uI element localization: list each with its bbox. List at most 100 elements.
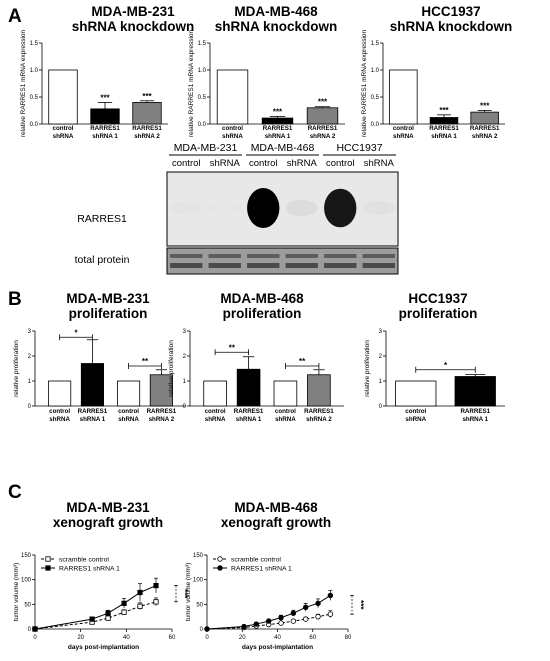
bar: [261, 117, 294, 125]
category-label: shRNA: [405, 416, 426, 423]
significance-label: *: [444, 361, 448, 370]
chart-title-line: MDA-MB-468: [220, 291, 304, 306]
y-tick-label: 1: [28, 379, 32, 385]
x-tick-label: 0: [33, 635, 37, 641]
bar: [470, 111, 499, 125]
blot-band: [362, 200, 395, 216]
chart-title-line: MDA-MB-231: [91, 4, 175, 19]
chart-title-line: proliferation: [223, 306, 302, 321]
y-axis-label: tumor volume (mm³): [185, 563, 192, 622]
blot-strip-rarres1: [166, 171, 399, 247]
bar: [307, 374, 331, 407]
chart-title-line: MDA-MB-231: [66, 291, 150, 306]
data-point: [290, 618, 297, 624]
significance-label: **: [142, 357, 149, 366]
category-label: control: [49, 408, 70, 415]
category-label: control: [53, 125, 74, 132]
panel-label-a: A: [8, 6, 22, 27]
legend-label: scramble control: [231, 556, 281, 563]
blot-total-band: [247, 254, 280, 258]
data-point: [327, 592, 334, 599]
bar: [395, 380, 437, 407]
y-tick-label: 150: [21, 553, 32, 559]
western-blot: MDA-MB-231 MDA-MB-468 HCC1937 control shRNA c…: [75, 142, 399, 275]
category-label: RARRES1: [429, 125, 459, 132]
data-point: [253, 621, 260, 627]
y-tick-label: 0.0: [30, 122, 39, 128]
bar: [306, 107, 339, 125]
category-label: control: [222, 125, 243, 132]
y-tick-label: 0: [379, 404, 383, 410]
category-label: RARRES1: [90, 125, 120, 132]
data-point: [105, 610, 111, 616]
chart-title-line: MDA-MB-468: [234, 4, 318, 19]
data-point: [45, 565, 51, 571]
y-tick-label: 0: [200, 627, 204, 633]
data-point: [121, 600, 127, 606]
blot-lane-label: shRNA: [287, 158, 318, 169]
blot-total-band: [362, 263, 395, 268]
category-label: shRNA 1: [236, 416, 262, 423]
blot-lane-label: control: [249, 158, 278, 169]
significance-label: *: [74, 328, 78, 337]
blot-total-band: [208, 254, 241, 258]
significance-label: **: [229, 343, 236, 352]
y-axis-label: relative RARRES1 mRNA expression: [20, 29, 27, 137]
panel-label-b: B: [8, 289, 22, 310]
blot-total-band: [362, 254, 395, 258]
category-label: shRNA: [222, 133, 243, 140]
bar: [132, 102, 162, 125]
y-axis-label: relative RARRES1 mRNA expression: [188, 29, 195, 137]
category-label: shRNA 2: [310, 133, 336, 140]
chart-title-line: shRNA knockdown: [72, 19, 195, 34]
y-tick-label: 2: [28, 354, 32, 360]
chart-title-line: MDA-MB-468: [234, 500, 318, 515]
y-tick-label: 1.0: [30, 68, 39, 74]
y-tick-label: 0.5: [30, 95, 39, 101]
category-label: RARRES1: [263, 125, 293, 132]
y-tick-label: 1: [379, 379, 383, 385]
x-axis-label: days post-implantation: [68, 644, 139, 651]
category-label: shRNA: [393, 133, 414, 140]
y-tick-label: 0: [28, 627, 32, 633]
y-tick-label: 0.0: [371, 122, 380, 128]
category-label: shRNA 2: [306, 416, 332, 423]
y-tick-label: 100: [193, 578, 204, 584]
y-tick-label: 0: [28, 404, 32, 410]
significance-label: ***: [480, 102, 490, 111]
bar: [236, 368, 261, 407]
category-label: shRNA 1: [431, 133, 457, 140]
series-line: [34, 585, 157, 630]
y-axis-label: relative proliferation: [168, 340, 175, 397]
data-point: [278, 620, 284, 626]
y-tick-label: 0.5: [371, 95, 380, 101]
blot-band: [247, 188, 280, 228]
y-tick-label: 0.0: [198, 122, 207, 128]
blot-total-band: [247, 263, 280, 268]
y-tick-label: 3: [28, 329, 32, 335]
y-axis-label: relative proliferation: [13, 340, 20, 397]
blot-row-label: RARRES1: [77, 213, 127, 225]
data-point: [278, 614, 284, 621]
legend-label: RARRES1 shRNA 1: [59, 565, 120, 572]
category-label: shRNA 1: [92, 133, 118, 140]
blot-band: [324, 188, 357, 228]
category-label: RARRES1: [460, 408, 490, 415]
y-tick-label: 1.5: [371, 41, 380, 47]
category-label: shRNA 2: [472, 133, 498, 140]
significance-label: ***: [100, 93, 110, 102]
blot-total-band: [170, 263, 203, 268]
y-tick-label: 50: [196, 602, 203, 608]
bar: [273, 380, 298, 407]
data-point: [303, 604, 309, 610]
category-label: shRNA: [118, 416, 139, 423]
chart-title-line: HCC1937: [421, 4, 480, 19]
